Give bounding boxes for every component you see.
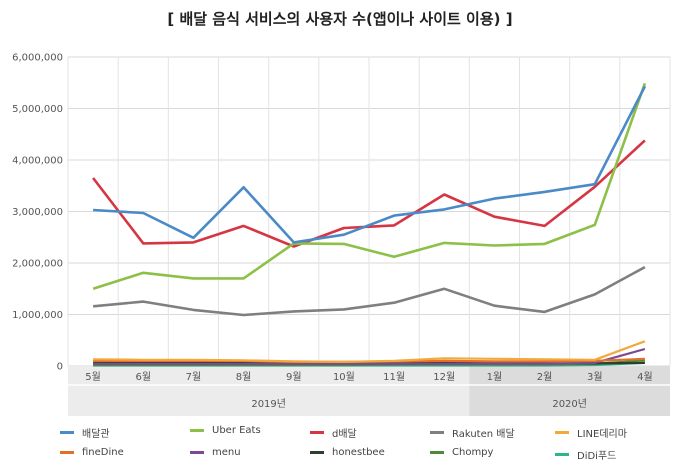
x-tick-label: 10월 — [333, 371, 355, 383]
legend-item: honestbee — [310, 447, 385, 458]
series-line — [92, 82, 647, 291]
legend-item: Rakuten 배달 — [430, 425, 515, 440]
legend-item: menu — [190, 447, 241, 458]
x-tick-label: 12월 — [433, 371, 455, 383]
y-tick-label: 1,000,000 — [12, 310, 63, 321]
legend-swatch — [430, 451, 444, 454]
year-label: 2020년 — [552, 398, 587, 410]
gridlines — [67, 56, 671, 367]
legend-swatch — [555, 453, 569, 456]
y-tick-label: 4,000,000 — [12, 156, 63, 167]
chart-title: [ 배달 음식 서비스의 사용자 수(앱이나 사이트 이용) ] — [167, 10, 513, 28]
y-tick-label: 6,000,000 — [12, 53, 63, 64]
x-tick-label: 6월 — [135, 371, 151, 383]
legend-label: DiDi푸드 — [577, 451, 617, 462]
series-line — [93, 340, 646, 363]
x-tick-label: 11월 — [383, 371, 405, 383]
legend-label: menu — [212, 447, 241, 458]
legend-label: 배달관 — [82, 429, 110, 440]
legend-item: LINE데리마 — [555, 425, 627, 440]
y-tick-label: 5,000,000 — [12, 104, 63, 115]
legend-swatch — [60, 431, 74, 434]
legend-swatch — [430, 431, 444, 434]
x-axis-band: 2019년 2020년 5월 6월 7월 8월 9월 10월 11월 12월 1월 2월 3월 4월 — [68, 366, 670, 416]
series-line — [93, 347, 646, 365]
legend-label: fineDine — [82, 447, 124, 458]
series-line — [92, 265, 646, 317]
legend-label: Uber Eats — [212, 425, 261, 436]
series-lines — [92, 82, 647, 367]
legend-item: DiDi푸드 — [555, 447, 616, 462]
legend-swatch — [310, 431, 324, 434]
series-line — [92, 139, 646, 248]
x-tick-label: 5월 — [85, 371, 101, 383]
legend-item: fineDine — [60, 447, 124, 458]
x-tick-label: 9월 — [286, 371, 302, 383]
y-tick-label: 0 — [57, 362, 63, 373]
series-line — [93, 85, 647, 244]
x-tick-label: 1월 — [487, 371, 503, 383]
year-band — [68, 366, 470, 416]
legend-label: LINE데리마 — [577, 429, 627, 440]
x-tick-label: 7월 — [186, 371, 202, 383]
y-tick-label: 3,000,000 — [12, 207, 63, 218]
legend-label: d배달 — [332, 429, 357, 440]
legend-item: Uber Eats — [190, 425, 261, 436]
legend-item: d배달 — [310, 425, 357, 440]
legend-swatch — [555, 431, 569, 434]
legend-item: 배달관 — [60, 425, 110, 440]
legend-swatch — [310, 451, 324, 454]
legend-label: Rakuten 배달 — [452, 429, 515, 440]
x-tick-label: 3월 — [587, 371, 603, 383]
year-label: 2019년 — [251, 398, 286, 410]
x-tick-label: 4월 — [637, 371, 653, 383]
year-band — [469, 366, 670, 416]
legend-item: Chompy — [430, 447, 493, 458]
y-axis-ticks: 0 1,000,000 2,000,000 3,000,000 4,000,000 5,0… — [12, 53, 63, 373]
x-tick-label: 2월 — [537, 371, 553, 383]
legend-swatch — [190, 429, 204, 432]
legend-swatch — [190, 451, 204, 454]
legend-label: honestbee — [332, 447, 385, 458]
legend-label: Chompy — [452, 447, 494, 458]
y-tick-label: 2,000,000 — [12, 259, 63, 270]
legend-swatch — [60, 451, 74, 454]
x-tick-label: 8월 — [236, 371, 252, 383]
